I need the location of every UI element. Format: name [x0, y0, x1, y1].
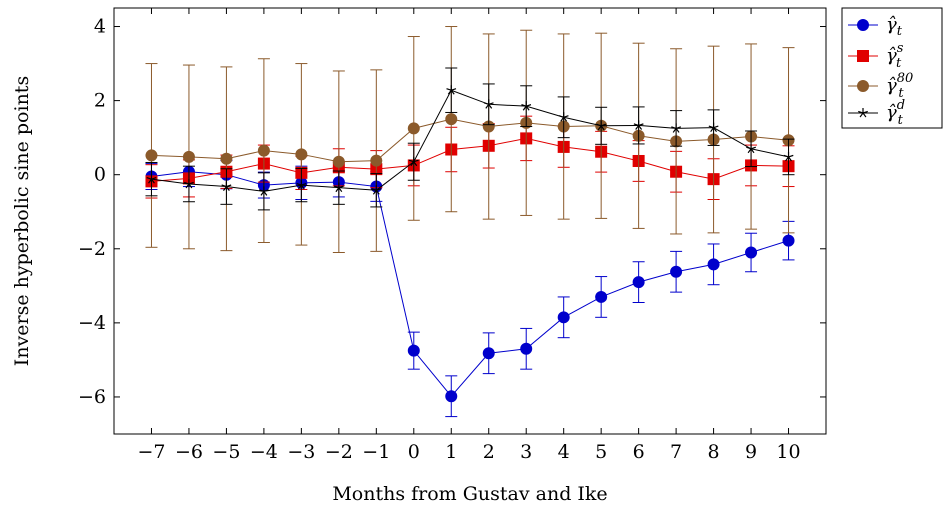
data-point — [483, 99, 494, 109]
data-point — [295, 148, 308, 161]
x-axis-label: Months from Gustav and Ike — [332, 483, 607, 505]
x-tick-label: 4 — [558, 441, 570, 463]
data-point — [445, 390, 458, 403]
x-tick-label: −1 — [362, 441, 390, 463]
legend-label: γ̂s t — [886, 41, 904, 71]
x-tick-label: 3 — [520, 441, 532, 463]
x-tick-label: 5 — [595, 441, 607, 463]
x-tick-label: −2 — [325, 441, 353, 463]
x-tick-label: 6 — [633, 441, 645, 463]
y-tick-label: −6 — [78, 386, 106, 408]
data-point — [633, 120, 644, 130]
data-point — [220, 152, 233, 165]
data-point — [482, 347, 495, 360]
axis-ticks: −7 −6 −5 −4 −3 −2 −1 0 1 2 3 4 5 6 7 8 9 10 4 2 0 −2 −4 −6 — [78, 8, 826, 463]
y-tick-label: −4 — [78, 312, 106, 334]
x-tick-label: −7 — [137, 441, 165, 463]
x-tick-label: −4 — [250, 441, 278, 463]
y-tick-label: 0 — [94, 164, 106, 186]
legend-swatch-marker — [858, 108, 868, 118]
plot-frame — [113, 7, 827, 435]
legend-item: γ̂80 t — [848, 71, 913, 101]
legend-label: γ̂d t — [886, 98, 905, 128]
data-point — [745, 246, 758, 259]
data-point — [783, 151, 794, 162]
legend-item: γ̂d t — [848, 98, 905, 128]
x-tick-label: 0 — [408, 441, 420, 463]
data-point — [146, 174, 157, 184]
legend-swatch-marker — [857, 80, 869, 92]
series-3 — [145, 26, 795, 253]
data-point — [558, 112, 569, 122]
y-tick-label: −2 — [78, 238, 106, 260]
data-point — [746, 143, 756, 154]
data-point — [407, 344, 420, 357]
legend-swatch-marker — [857, 19, 869, 31]
series-line — [151, 171, 789, 397]
data-point — [145, 149, 158, 162]
legend: γ̂t γ̂s tγ̂80 tγ̂d t — [841, 7, 943, 129]
legend-label: γ̂t — [886, 14, 903, 39]
series-line — [151, 89, 789, 192]
x-tick-label: 9 — [745, 441, 757, 463]
data-point — [257, 144, 270, 157]
legend-item: γ̂t — [848, 14, 903, 39]
y-tick-label: 2 — [94, 90, 106, 112]
legend-swatch-marker — [857, 50, 869, 62]
x-tick-label: 2 — [483, 441, 495, 463]
data-point — [370, 154, 383, 167]
data-point — [520, 342, 533, 355]
legend-label: γ̂80 t — [886, 71, 913, 101]
data-point — [407, 122, 420, 135]
data-point — [182, 150, 195, 163]
data-point — [408, 156, 419, 167]
data-point — [258, 186, 269, 196]
data-point — [521, 101, 532, 111]
x-tick-label: 1 — [445, 441, 457, 463]
series-line — [151, 118, 789, 163]
series-1 — [145, 156, 795, 418]
data-point — [333, 182, 344, 193]
data-point — [707, 258, 720, 271]
series-4 — [145, 67, 795, 211]
data-point — [708, 122, 719, 133]
data-point — [782, 234, 795, 247]
x-tick-label: 8 — [708, 441, 720, 463]
data-point — [371, 185, 382, 195]
data-point — [445, 113, 458, 126]
x-tick-label: 10 — [776, 441, 800, 463]
data-point — [557, 311, 570, 324]
series-2 — [145, 115, 795, 201]
y-axis-label: Inverse hyperbolic sine points — [11, 76, 33, 366]
chart-marks — [145, 26, 795, 418]
data-point — [446, 85, 457, 95]
data-point — [596, 120, 607, 131]
series-line — [151, 137, 789, 182]
data-point — [332, 155, 345, 168]
y-tick-label: 4 — [94, 16, 106, 38]
data-point — [184, 178, 194, 189]
data-point — [632, 276, 645, 289]
x-tick-label: 7 — [670, 441, 682, 463]
legend-item: γ̂s t — [848, 41, 904, 71]
x-tick-label: −6 — [175, 441, 203, 463]
data-point — [670, 265, 683, 278]
data-point — [595, 290, 608, 303]
data-point — [296, 180, 307, 190]
x-tick-label: −3 — [287, 441, 315, 463]
data-point — [221, 181, 232, 191]
x-tick-label: −5 — [212, 441, 240, 463]
data-point — [671, 123, 682, 133]
